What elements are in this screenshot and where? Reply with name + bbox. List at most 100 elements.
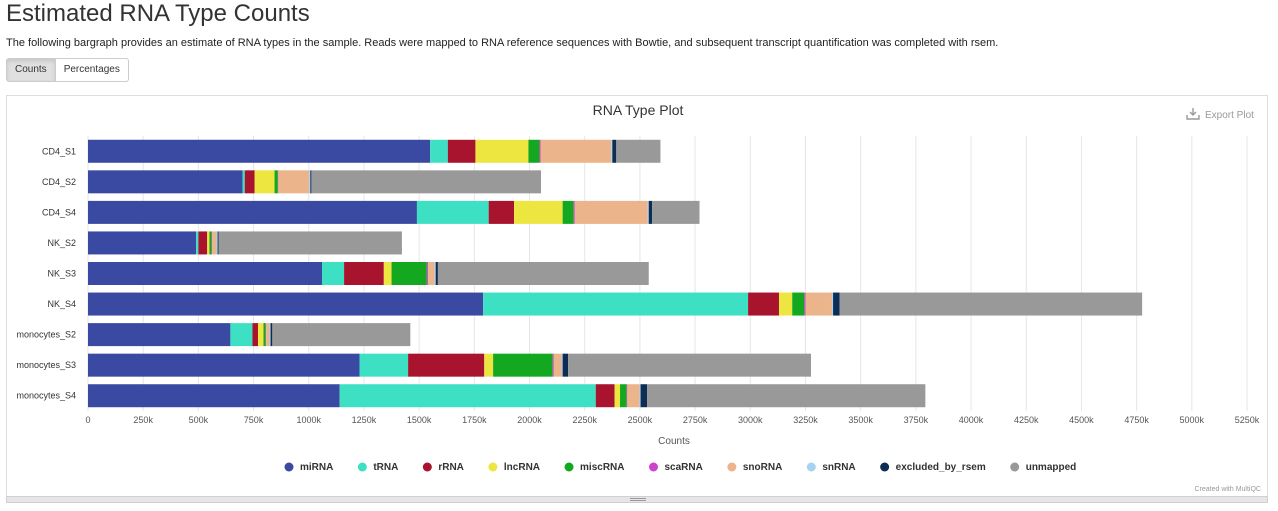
bar-segment[interactable] <box>209 231 212 255</box>
bar-segment[interactable] <box>270 323 273 347</box>
bar-segment[interactable] <box>614 384 621 408</box>
bar-segment[interactable] <box>88 200 417 224</box>
bar-segment[interactable] <box>792 292 805 316</box>
bar-segment[interactable] <box>627 384 640 408</box>
legend-item[interactable]: tRNA <box>373 462 398 473</box>
bar-segment[interactable] <box>574 200 648 224</box>
bar-segment[interactable] <box>475 139 529 163</box>
bar-segment[interactable] <box>216 231 218 255</box>
bar-segment[interactable] <box>427 262 435 285</box>
legend-item[interactable]: unmapped <box>1026 462 1077 473</box>
bar-segment[interactable] <box>831 292 834 316</box>
legend-item[interactable]: scaRNA <box>665 462 703 473</box>
bar-segment[interactable] <box>339 384 596 408</box>
bar-segment[interactable] <box>573 200 575 224</box>
bar-segment[interactable] <box>207 231 210 255</box>
legend-item[interactable]: snoRNA <box>743 462 782 473</box>
bar-segment[interactable] <box>805 292 832 316</box>
bar-segment[interactable] <box>562 353 569 377</box>
bar-segment[interactable] <box>514 200 563 224</box>
bar-segment[interactable] <box>218 231 402 255</box>
bar-segment[interactable] <box>778 292 793 316</box>
bar-segment[interactable] <box>88 231 197 255</box>
bar-segment[interactable] <box>88 139 431 163</box>
export-plot-button[interactable]: Export Plot <box>1186 108 1254 121</box>
bar-segment[interactable] <box>539 139 541 163</box>
bar-segment[interactable] <box>274 170 278 194</box>
bar-segment[interactable] <box>244 170 255 194</box>
bar-segment[interactable] <box>88 170 243 194</box>
bar-segment[interactable] <box>196 231 199 255</box>
bar-segment[interactable] <box>437 262 649 285</box>
bar-segment[interactable] <box>359 353 409 377</box>
percentages-button[interactable]: Percentages <box>55 58 129 82</box>
bar-segment[interactable] <box>322 262 345 285</box>
legend-item[interactable]: miRNA <box>300 462 333 473</box>
bar-segment[interactable] <box>552 353 554 377</box>
bar-segment[interactable] <box>833 292 840 316</box>
bar-segment[interactable] <box>88 323 231 347</box>
bar-segment[interactable] <box>408 353 485 377</box>
bar-segment[interactable] <box>748 292 779 316</box>
bar-segment[interactable] <box>426 262 428 285</box>
bar-segment[interactable] <box>217 231 219 255</box>
bar-segment[interactable] <box>647 200 649 224</box>
bar-segment[interactable] <box>647 384 926 408</box>
bar-segment[interactable] <box>561 353 563 377</box>
bar-segment[interactable] <box>242 170 245 194</box>
bar-segment[interactable] <box>391 262 427 285</box>
bar-segment[interactable] <box>278 170 310 194</box>
bar-segment[interactable] <box>269 323 271 347</box>
bar-segment[interactable] <box>266 323 270 347</box>
bar-segment[interactable] <box>652 200 700 224</box>
bar-segment[interactable] <box>230 323 253 347</box>
bar-segment[interactable] <box>88 292 484 316</box>
bar-segment[interactable] <box>483 292 749 316</box>
legend-item[interactable]: excluded_by_rsem <box>896 462 986 473</box>
legend-item[interactable]: snRNA <box>822 462 855 473</box>
bar-segment[interactable] <box>612 139 617 163</box>
bar-segment[interactable] <box>435 262 438 285</box>
bar-segment[interactable] <box>88 384 340 408</box>
legend-item[interactable]: rRNA <box>438 462 464 473</box>
bar-segment[interactable] <box>528 139 540 163</box>
bar-segment[interactable] <box>639 384 641 408</box>
bar-segment[interactable] <box>648 200 653 224</box>
bar-segment[interactable] <box>620 384 627 408</box>
bar-segment[interactable] <box>447 139 476 163</box>
bar-segment[interactable] <box>252 323 258 347</box>
bar-segment[interactable] <box>488 200 515 224</box>
bar-segment[interactable] <box>254 170 275 194</box>
bar-segment[interactable] <box>616 139 661 163</box>
bar-segment[interactable] <box>611 139 613 163</box>
bar-segment[interactable] <box>257 323 264 347</box>
bar-segment[interactable] <box>310 170 312 194</box>
bar-segment[interactable] <box>493 353 553 377</box>
bar-segment[interactable] <box>553 353 562 377</box>
bar-segment[interactable] <box>263 323 266 347</box>
bar-segment[interactable] <box>562 200 574 224</box>
bar-segment[interactable] <box>416 200 489 224</box>
bar-segment[interactable] <box>540 139 612 163</box>
legend-item[interactable]: lncRNA <box>504 462 540 473</box>
bar-segment[interactable] <box>88 353 360 377</box>
bar-segment[interactable] <box>309 170 311 194</box>
bar-segment[interactable] <box>88 262 323 285</box>
legend-item[interactable]: miscRNA <box>580 462 624 473</box>
bar-segment[interactable] <box>430 139 448 163</box>
bar-segment[interactable] <box>804 292 806 316</box>
bar-segment[interactable] <box>311 170 542 194</box>
plot-resize-handle[interactable] <box>6 496 1268 503</box>
bar-segment[interactable] <box>626 384 628 408</box>
bar-segment[interactable] <box>272 323 411 347</box>
bar-segment[interactable] <box>484 353 494 377</box>
bar-segment[interactable] <box>568 353 811 377</box>
bar-segment[interactable] <box>434 262 436 285</box>
counts-button[interactable]: Counts <box>6 58 56 82</box>
bar-segment[interactable] <box>198 231 208 255</box>
bar-segment[interactable] <box>344 262 384 285</box>
bar-segment[interactable] <box>212 231 217 255</box>
bar-segment[interactable] <box>839 292 1143 316</box>
bar-segment[interactable] <box>640 384 648 408</box>
bar-segment[interactable] <box>383 262 392 285</box>
